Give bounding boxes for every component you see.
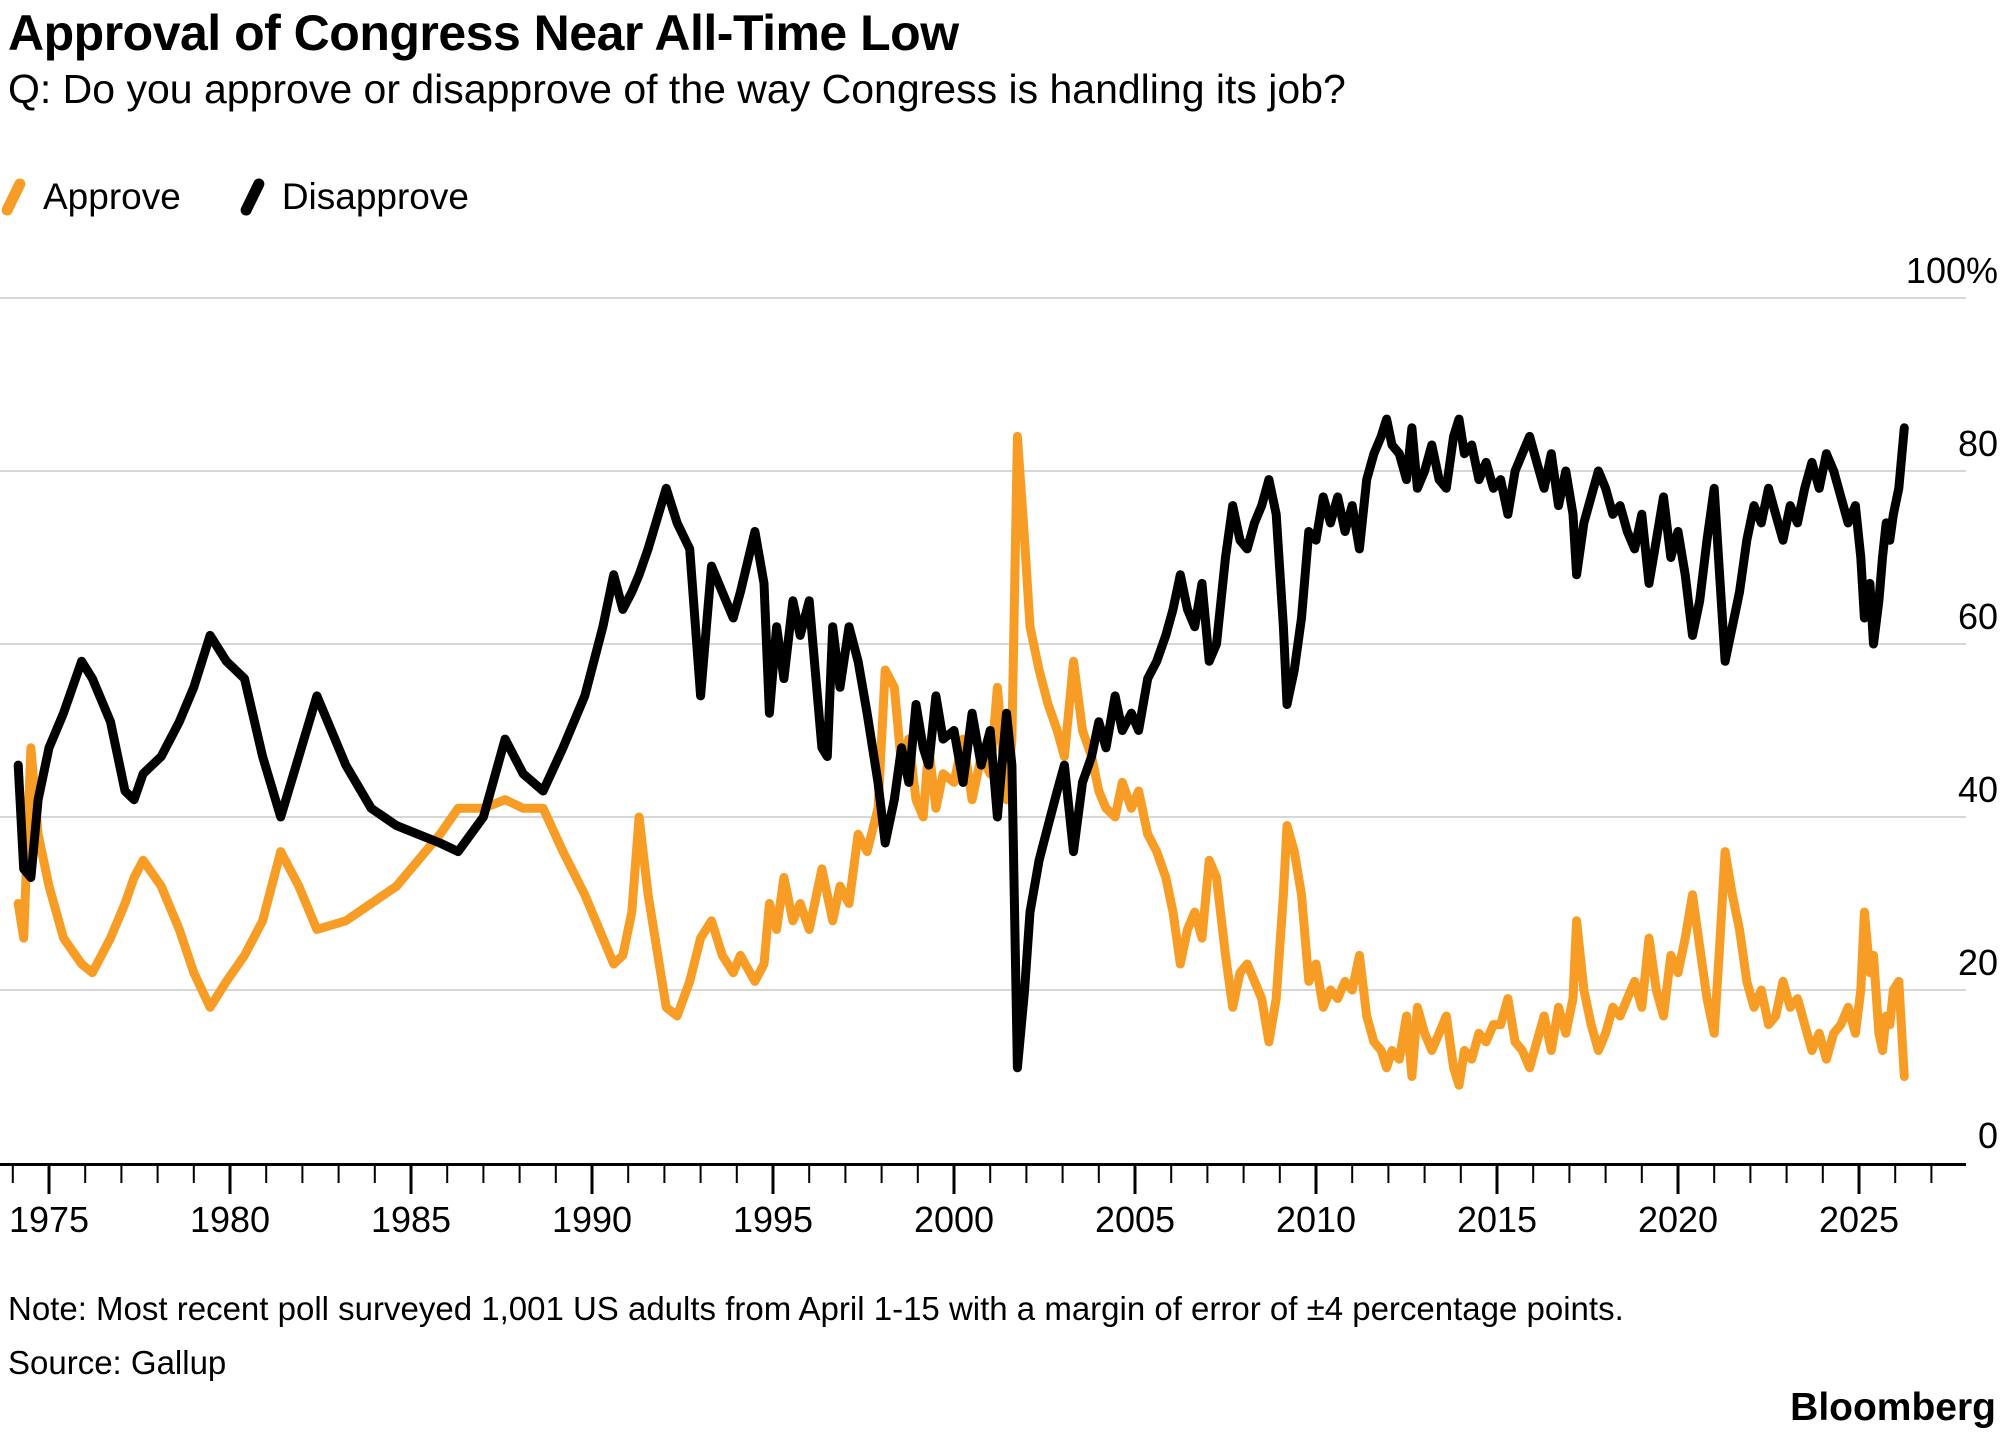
chart-subtitle: Q: Do you approve or disapprove of the w… bbox=[8, 66, 1346, 112]
x-axis-label: 2000 bbox=[914, 1199, 994, 1240]
y-axis-label: 100% bbox=[1906, 250, 1998, 291]
disapprove-line bbox=[13, 414, 1909, 1073]
y-axis-label: 80 bbox=[1958, 423, 1998, 464]
y-axis-label: 20 bbox=[1958, 942, 1998, 983]
legend-item-approve: Approve bbox=[0, 176, 181, 218]
source-credit: Source: Gallup bbox=[8, 1344, 227, 1381]
x-axis-label: 1985 bbox=[371, 1199, 451, 1240]
bloomberg-logo: Bloomberg bbox=[1790, 1386, 1996, 1429]
x-axis-label: 2010 bbox=[1276, 1199, 1356, 1240]
y-axis-label: 60 bbox=[1958, 596, 1998, 637]
legend-item-disapprove: Disapprove bbox=[238, 176, 469, 218]
disapprove-line-swatch-icon bbox=[238, 176, 267, 218]
x-axis-label: 1990 bbox=[552, 1199, 632, 1240]
legend-label-approve: Approve bbox=[43, 176, 181, 217]
approve-line-swatch-icon bbox=[0, 176, 28, 218]
legend-label-disapprove: Disapprove bbox=[281, 176, 469, 217]
footnote: Note: Most recent poll surveyed 1,001 US… bbox=[8, 1290, 1624, 1327]
x-axis-label: 2020 bbox=[1638, 1199, 1718, 1240]
x-axis-label: 2005 bbox=[1095, 1199, 1175, 1240]
legend: Approve Disapprove bbox=[0, 176, 469, 218]
x-axis-label: 1975 bbox=[9, 1199, 89, 1240]
y-axis-label: 40 bbox=[1958, 769, 1998, 810]
x-axis-label: 1980 bbox=[190, 1199, 270, 1240]
y-axis-label: 0 bbox=[1978, 1115, 1998, 1156]
x-axis-label: 2015 bbox=[1457, 1199, 1537, 1240]
page-title: Approval of Congress Near All-Time Low bbox=[8, 5, 959, 61]
approve-line bbox=[13, 431, 1909, 1090]
x-axis-label: 2025 bbox=[1819, 1199, 1899, 1240]
x-axis-label: 1995 bbox=[733, 1199, 813, 1240]
